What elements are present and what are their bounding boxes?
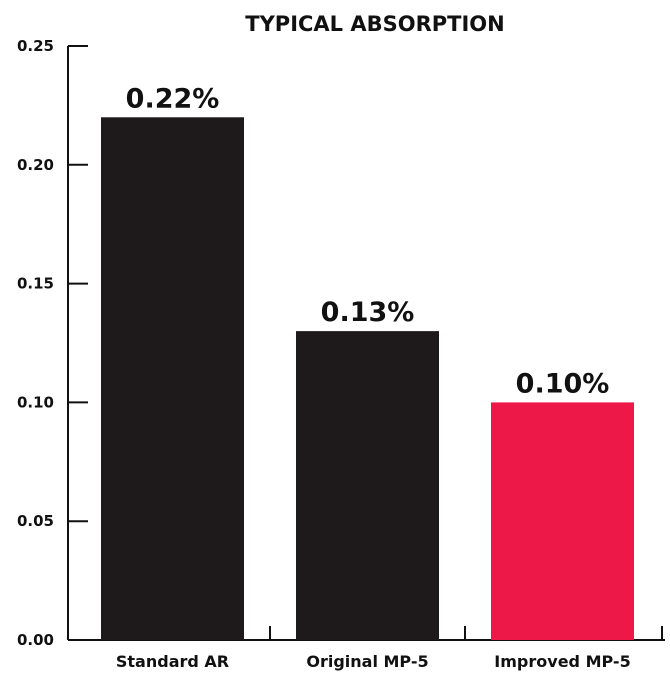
data-labels-group: 0.22% 0.13% 0.10% [126,83,610,399]
y-tick-label: 0.25 [17,37,54,55]
x-category-labels: Standard AR Original MP-5 Improved MP-5 [116,652,631,671]
chart-title: TYPICAL ABSORPTION [245,12,504,36]
y-tick-label: 0.05 [17,512,54,530]
x-category-label-2: Original MP-5 [306,652,428,671]
x-axis-ticks [269,626,663,640]
x-category-label-3: Improved MP-5 [494,652,630,671]
x-category-label-1: Standard AR [116,652,229,671]
bar-1 [101,117,244,640]
y-tick-label: 0.20 [17,156,54,174]
data-label-2: 0.13% [321,297,415,328]
bar-3 [491,402,634,640]
data-label-3: 0.10% [516,368,610,399]
bar-2 [296,331,439,640]
y-axis-ticks: 0.00 0.05 0.10 0.15 0.20 0.25 [17,37,88,649]
y-tick-label: 0.15 [17,275,54,293]
y-tick-label: 0.00 [17,631,54,649]
y-tick-label: 0.10 [17,393,54,411]
data-label-1: 0.22% [126,83,220,114]
bars-group [101,117,634,640]
